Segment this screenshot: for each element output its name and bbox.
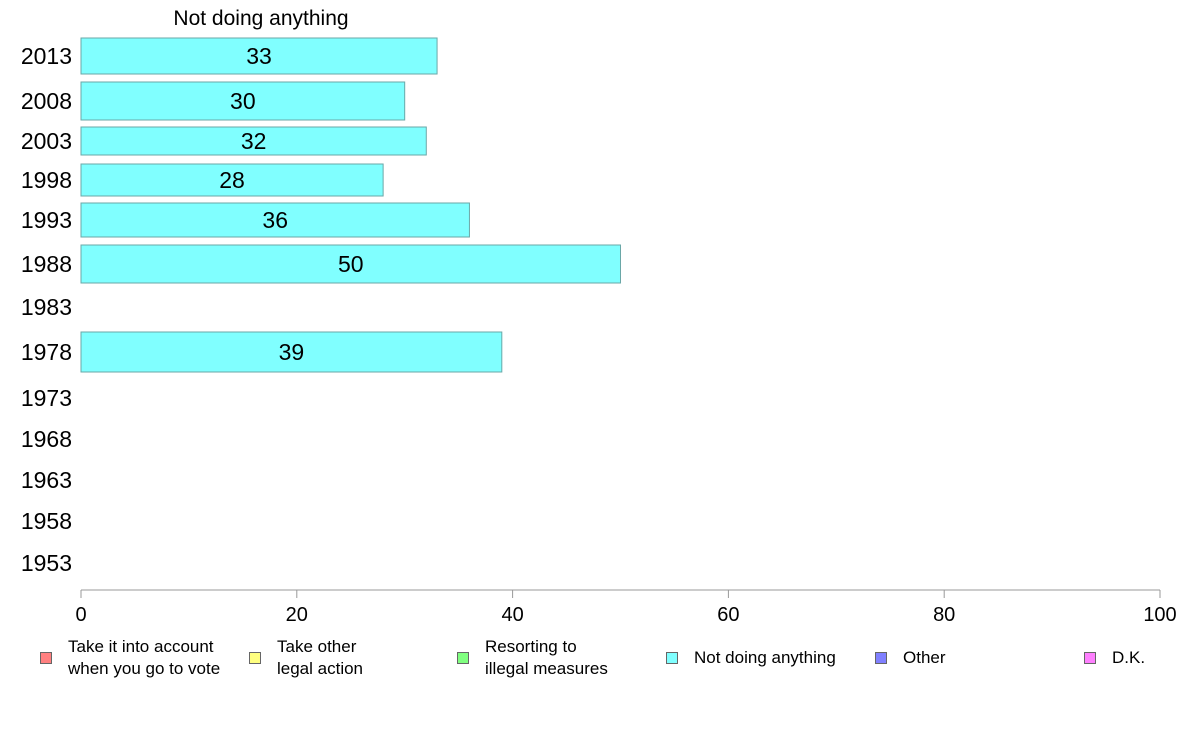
y-tick-label-1963: 1963 [21,467,72,493]
chart-title: Not doing anything [173,7,348,30]
bar-2008 [80,81,406,121]
legend-label: Other [903,648,946,667]
legend-swatch [249,652,261,664]
legend-swatch [875,652,887,664]
bar-1998 [80,163,384,197]
y-tick-label-1998: 1998 [21,167,72,193]
legend-swatch [1084,652,1096,664]
bar-value-label-1978: 39 [279,339,305,365]
x-tick-label-60: 60 [717,604,739,626]
x-tick-label-100: 100 [1143,604,1176,626]
y-tick-label-2013: 2013 [21,43,72,69]
legend-label: Resorting to illegal measures [485,637,608,678]
y-tick-label-1988: 1988 [21,251,72,277]
y-tick-label-2008: 2008 [21,88,72,114]
legend-label: Not doing anything [694,648,836,667]
bar-value-label-1988: 50 [338,251,364,277]
legend-item: Resorting to illegal measures [457,636,608,680]
bar-value-label-1993: 36 [262,207,288,233]
bar-2003 [80,126,427,156]
legend: Take it into account when you go to vote… [0,636,1188,696]
legend-swatch [666,652,678,664]
y-tick-label-1993: 1993 [21,207,72,233]
x-tick-label-20: 20 [286,604,308,626]
legend-swatch [40,652,52,664]
x-tick-label-0: 0 [75,604,86,626]
bar-value-label-1998: 28 [219,167,245,193]
y-tick-label-1953: 1953 [21,550,72,576]
legend-item: Take other legal action [249,636,363,680]
x-tick-label-80: 80 [933,604,955,626]
bar-1993 [80,202,470,238]
legend-item: D.K. [1084,647,1145,669]
legend-item: Not doing anything [666,647,836,669]
bar-1978 [80,331,503,373]
y-axis-labels: 2013 2008 2003 1998 1993 1988 1983 1978 1973 1968… [21,43,72,576]
bars-group: 33 30 32 28 36 50 39 [80,37,621,373]
legend-label: Take it into account when you go to vote [68,637,221,678]
legend-label: D.K. [1112,648,1146,667]
legend-item: Take it into account when you go to vote [40,636,220,680]
legend-swatch [457,652,469,664]
bar-2013 [80,37,438,75]
y-tick-label-1958: 1958 [21,508,72,534]
x-axis: 0 20 40 60 80 100 [75,589,1177,626]
legend-label: Take other legal action [277,637,364,678]
y-tick-label-1978: 1978 [21,339,72,365]
x-tick-label-40: 40 [501,604,523,626]
y-tick-label-1973: 1973 [21,385,72,411]
bar-value-label-2013: 33 [246,43,272,69]
y-tick-label-1968: 1968 [21,426,72,452]
bar-value-label-2003: 32 [241,128,267,154]
y-tick-label-2003: 2003 [21,128,72,154]
y-tick-label-1983: 1983 [21,294,72,320]
bar-1988 [80,244,621,284]
bar-value-label-2008: 30 [230,88,256,114]
legend-item: Other [875,647,946,669]
